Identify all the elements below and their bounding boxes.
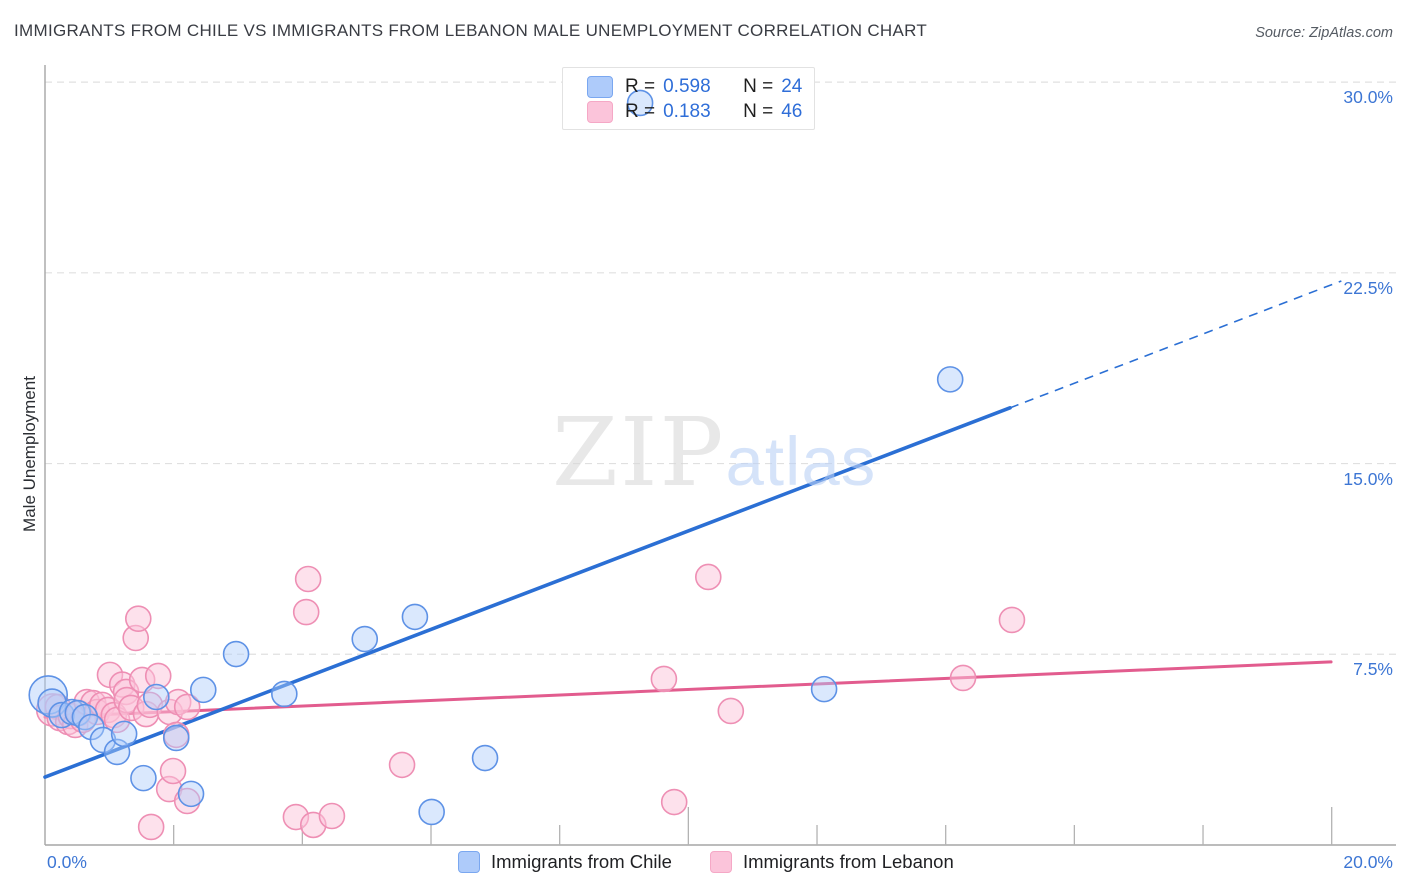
- page-title: IMMIGRANTS FROM CHILE VS IMMIGRANTS FROM…: [14, 21, 928, 40]
- chile-scatter-point[interactable]: [271, 680, 298, 708]
- chile-scatter-point[interactable]: [110, 720, 138, 748]
- lebanon-scatter-point[interactable]: [292, 598, 320, 626]
- lebanon-r-label: R =: [625, 100, 656, 122]
- y-tick-label-30.0%: 30.0%: [1343, 87, 1393, 108]
- chile-scatter-point[interactable]: [351, 625, 379, 653]
- lebanon-scatter-point[interactable]: [137, 813, 165, 841]
- lebanon-scatter-point[interactable]: [717, 697, 745, 725]
- chile-scatter-point[interactable]: [936, 366, 964, 393]
- chile-n-label: N =: [743, 75, 774, 97]
- lebanon-legend-swatch: [587, 100, 613, 123]
- chile-scatter-point[interactable]: [471, 744, 499, 772]
- lebanon-scatter-point[interactable]: [159, 757, 187, 785]
- y-tick-label-22.5%: 22.5%: [1343, 277, 1393, 298]
- x-axis-max-label: 20.0%: [1343, 852, 1393, 872]
- chile-scatter-point[interactable]: [64, 699, 92, 727]
- series-legend: Immigrants from Chile Immigrants from Le…: [458, 851, 954, 873]
- lebanon-scatter-point[interactable]: [388, 751, 416, 779]
- y-tick-label-7.5%: 7.5%: [1353, 659, 1393, 680]
- chile-n-value: 24: [781, 75, 803, 97]
- source-attribution: Source: ZipAtlas.com: [1255, 25, 1393, 41]
- lebanon-n-value: 46: [781, 100, 803, 122]
- lebanon-scatter-point[interactable]: [144, 662, 172, 690]
- correlation-legend-row-chile: R = 0.598 N = 24: [587, 74, 814, 99]
- lebanon-n-label: N =: [743, 100, 774, 122]
- chile-scatter-point[interactable]: [177, 780, 205, 808]
- chile-scatter-point[interactable]: [162, 724, 190, 752]
- x-axis-min-label: 0.0%: [47, 852, 87, 872]
- chile-scatter-point[interactable]: [401, 603, 429, 631]
- lebanon-scatter-point[interactable]: [650, 665, 678, 693]
- chile-scatter-point[interactable]: [130, 764, 157, 792]
- lebanon-scatter-point[interactable]: [173, 787, 201, 815]
- chile-scatter-point[interactable]: [222, 640, 250, 668]
- lebanon-scatter-point[interactable]: [660, 788, 688, 816]
- chile-scatter-point[interactable]: [418, 798, 445, 826]
- lebanon-trend-line: [43, 660, 1333, 719]
- chile-trend-line: [43, 406, 1012, 779]
- chile-legend-swatch: [587, 75, 613, 98]
- lebanon-scatter-point[interactable]: [124, 605, 152, 632]
- lebanon-scatter-point[interactable]: [949, 664, 977, 692]
- correlation-legend-box: R = 0.598 N = 24 R = 0.183 N = 46: [562, 67, 815, 130]
- lebanon-scatter-point[interactable]: [998, 606, 1026, 634]
- lebanon-scatter-point[interactable]: [694, 563, 722, 591]
- chile-trend-line-extension: [1009, 280, 1342, 409]
- chile-scatter-point[interactable]: [189, 676, 217, 704]
- chile-scatter-point[interactable]: [810, 675, 838, 703]
- lebanon-r-value: 0.183: [663, 100, 711, 122]
- y-tick-label-15.0%: 15.0%: [1343, 468, 1393, 489]
- lebanon-series-label: Immigrants from Lebanon: [742, 851, 954, 872]
- correlation-legend-row-lebanon: R = 0.183 N = 46: [587, 99, 814, 124]
- chile-series-swatch: [458, 851, 480, 873]
- lebanon-scatter-point[interactable]: [318, 802, 346, 830]
- lebanon-scatter-point[interactable]: [173, 693, 201, 721]
- lebanon-series-swatch: [709, 851, 732, 873]
- chile-r-label: R =: [625, 75, 656, 97]
- chile-series-label: Immigrants from Chile: [491, 851, 672, 872]
- lebanon-scatter-point[interactable]: [294, 565, 322, 593]
- chile-scatter-point[interactable]: [626, 89, 654, 117]
- chile-scatter-point[interactable]: [142, 683, 170, 711]
- chile-r-value: 0.598: [663, 75, 711, 97]
